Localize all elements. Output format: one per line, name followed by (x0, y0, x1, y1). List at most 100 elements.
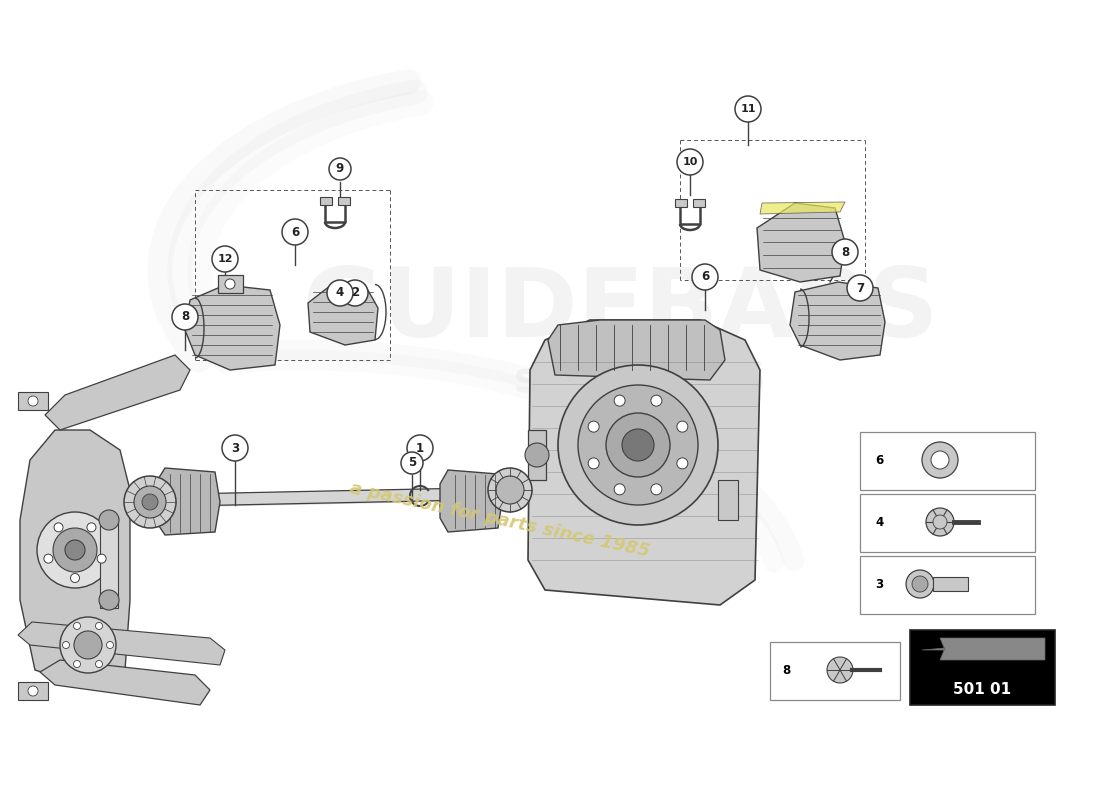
Text: since 1985: since 1985 (514, 359, 766, 401)
Bar (718, 480, 738, 520)
Circle shape (74, 622, 80, 630)
Circle shape (222, 435, 248, 461)
Circle shape (525, 443, 549, 467)
Circle shape (614, 484, 625, 495)
Circle shape (488, 468, 532, 512)
Bar (528, 430, 546, 480)
Polygon shape (185, 285, 280, 370)
Polygon shape (45, 355, 190, 430)
Text: 3: 3 (231, 442, 239, 454)
Bar (218, 275, 243, 293)
Circle shape (282, 219, 308, 245)
Text: 4: 4 (874, 515, 883, 529)
Circle shape (735, 96, 761, 122)
Circle shape (614, 395, 625, 406)
Circle shape (676, 458, 688, 469)
Circle shape (60, 617, 116, 673)
Polygon shape (18, 622, 226, 665)
Circle shape (933, 515, 947, 529)
Text: 9: 9 (336, 162, 344, 175)
Bar (675, 199, 688, 207)
Circle shape (63, 642, 69, 649)
Circle shape (578, 385, 698, 505)
Circle shape (847, 275, 873, 301)
Circle shape (922, 442, 958, 478)
Circle shape (74, 661, 80, 667)
Bar (693, 199, 705, 207)
Text: 2: 2 (351, 286, 359, 299)
Text: 1: 1 (416, 442, 425, 454)
Circle shape (28, 396, 38, 406)
Polygon shape (757, 203, 845, 282)
Circle shape (226, 279, 235, 289)
Text: 7: 7 (856, 282, 865, 294)
Circle shape (329, 158, 351, 180)
Circle shape (96, 622, 102, 630)
Polygon shape (528, 320, 760, 605)
Circle shape (832, 239, 858, 265)
Bar (100, 518, 118, 608)
Circle shape (97, 554, 106, 563)
Polygon shape (440, 470, 502, 532)
Circle shape (931, 451, 949, 469)
Circle shape (651, 395, 662, 406)
Circle shape (87, 523, 96, 532)
Bar (860, 432, 1035, 490)
Circle shape (172, 304, 198, 330)
Circle shape (606, 413, 670, 477)
Polygon shape (308, 282, 378, 345)
Text: 8: 8 (180, 310, 189, 323)
Bar (770, 642, 900, 700)
Bar (320, 197, 332, 205)
Bar (860, 494, 1035, 552)
Text: 8: 8 (782, 663, 790, 677)
Circle shape (99, 590, 119, 610)
Circle shape (74, 631, 102, 659)
Circle shape (107, 642, 113, 649)
Text: 6: 6 (701, 270, 710, 283)
Text: a passion for parts since 1985: a passion for parts since 1985 (349, 479, 651, 561)
Text: 501 01: 501 01 (953, 682, 1011, 698)
Circle shape (37, 512, 113, 588)
Text: 6: 6 (290, 226, 299, 238)
Circle shape (53, 528, 97, 572)
Bar (860, 556, 1035, 614)
Bar (18, 392, 48, 410)
Circle shape (134, 486, 166, 518)
Polygon shape (760, 202, 845, 214)
Circle shape (651, 484, 662, 495)
Bar (338, 197, 350, 205)
Circle shape (99, 510, 119, 530)
Polygon shape (155, 468, 220, 535)
Circle shape (588, 458, 600, 469)
Text: 5: 5 (408, 457, 416, 470)
Text: 12: 12 (218, 254, 233, 264)
Circle shape (496, 476, 524, 504)
Bar (910, 630, 1055, 705)
Circle shape (827, 657, 853, 683)
Circle shape (342, 280, 369, 306)
Circle shape (926, 508, 954, 536)
Polygon shape (20, 430, 130, 690)
Circle shape (65, 540, 85, 560)
Circle shape (44, 554, 53, 563)
Text: 11: 11 (740, 104, 756, 114)
Circle shape (142, 494, 158, 510)
Circle shape (558, 365, 718, 525)
Bar (18, 682, 48, 700)
Bar (933, 577, 968, 591)
Circle shape (28, 686, 38, 696)
Circle shape (96, 661, 102, 667)
Polygon shape (40, 660, 210, 705)
Text: GUIDEBARS: GUIDEBARS (301, 263, 938, 357)
Circle shape (692, 264, 718, 290)
Polygon shape (790, 282, 886, 360)
Circle shape (676, 421, 688, 432)
Circle shape (212, 246, 238, 272)
Circle shape (407, 435, 433, 461)
Circle shape (676, 149, 703, 175)
Circle shape (402, 452, 424, 474)
Circle shape (912, 576, 928, 592)
Circle shape (54, 523, 63, 532)
Text: 8: 8 (840, 246, 849, 258)
